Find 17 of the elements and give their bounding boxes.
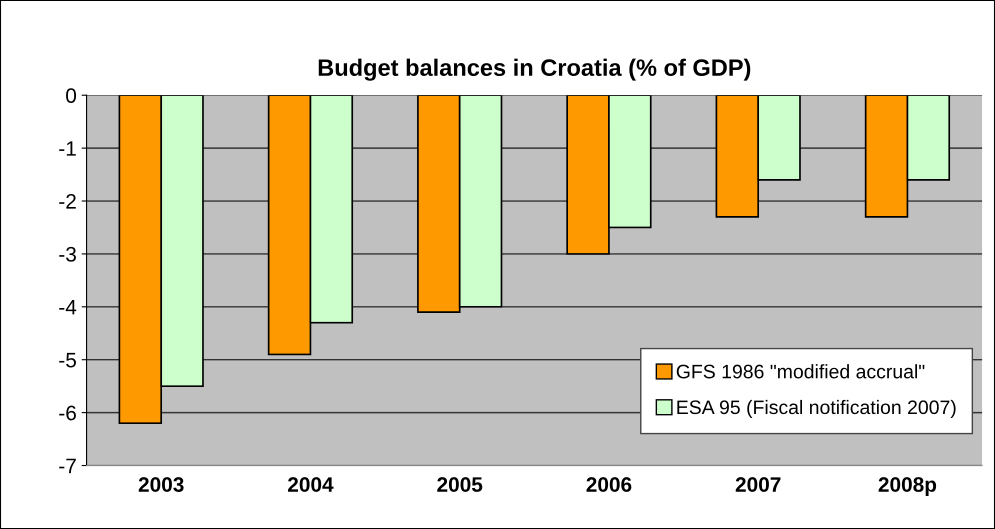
legend-label: ESA 95 (Fiscal notification 2007)	[677, 400, 956, 418]
y-tick-label: -1	[59, 141, 76, 156]
y-tick-label: -3	[59, 246, 76, 262]
x-tick-label: 2003	[138, 477, 184, 492]
x-tick-label: 2004	[288, 477, 334, 492]
legend-label: GFS 1986 "modified accrual"	[676, 364, 924, 378]
y-tick-label: -6	[59, 406, 76, 420]
chart-title: Budget balances in Croatia (% of GDP)	[318, 58, 750, 81]
x-tick-label: 2007	[736, 477, 780, 492]
y-tick-label: 0	[66, 88, 76, 103]
y-tick-label: -4	[59, 300, 76, 314]
x-tick-label: 2006	[586, 477, 632, 492]
x-tick-label: 2005	[437, 477, 482, 492]
y-tick-label: -7	[59, 458, 76, 474]
y-tick-label: -2	[59, 194, 76, 209]
y-tick-label: -5	[59, 352, 76, 368]
x-tick-label: 2008p	[878, 477, 936, 496]
